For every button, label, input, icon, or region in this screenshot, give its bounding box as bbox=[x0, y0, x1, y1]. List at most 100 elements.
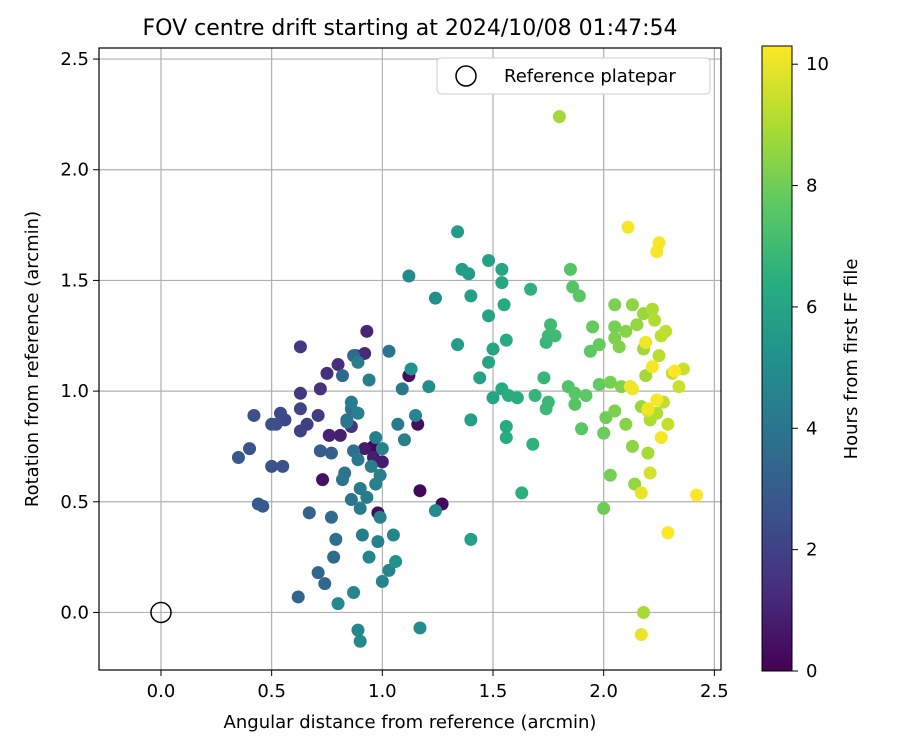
x-tick-label: 0.0 bbox=[147, 681, 176, 702]
data-point bbox=[375, 455, 389, 469]
data-point bbox=[608, 404, 622, 418]
data-point bbox=[568, 397, 582, 411]
colorbar-tick-label: 10 bbox=[806, 54, 829, 75]
data-point bbox=[515, 486, 529, 500]
data-point bbox=[265, 459, 279, 473]
data-point bbox=[358, 346, 372, 360]
colorbar-gradient bbox=[761, 45, 793, 672]
data-point bbox=[510, 391, 524, 405]
data-point bbox=[690, 488, 704, 502]
data-point bbox=[619, 417, 633, 431]
data-point bbox=[641, 446, 655, 460]
data-point bbox=[641, 402, 655, 416]
data-point bbox=[625, 382, 639, 396]
data-point bbox=[628, 477, 642, 491]
data-point bbox=[583, 344, 597, 358]
data-point bbox=[645, 360, 659, 374]
data-point bbox=[608, 320, 622, 334]
data-point bbox=[451, 338, 465, 352]
data-point bbox=[413, 621, 427, 635]
data-point bbox=[327, 550, 341, 564]
data-point bbox=[612, 340, 626, 354]
x-tick-label: 1.5 bbox=[479, 681, 508, 702]
data-point bbox=[395, 382, 409, 396]
data-point bbox=[293, 402, 307, 416]
data-point bbox=[353, 501, 367, 515]
data-point bbox=[256, 499, 270, 513]
data-point bbox=[497, 298, 511, 312]
data-point bbox=[333, 428, 347, 442]
data-point bbox=[293, 424, 307, 438]
data-point bbox=[592, 377, 606, 391]
data-point bbox=[526, 437, 540, 451]
data-point bbox=[650, 245, 664, 259]
colorbar-tick-label: 6 bbox=[806, 297, 817, 318]
data-point bbox=[347, 586, 361, 600]
data-point bbox=[603, 468, 617, 482]
data-point bbox=[563, 262, 577, 276]
data-point bbox=[568, 386, 582, 400]
data-point bbox=[592, 338, 606, 352]
data-point bbox=[428, 504, 442, 518]
data-point bbox=[358, 442, 372, 456]
data-point bbox=[375, 574, 389, 588]
data-point bbox=[643, 466, 657, 480]
y-tick-label: 1.5 bbox=[60, 270, 89, 291]
data-point bbox=[360, 324, 374, 338]
y-axis-ticks: 0.0 0.5 1.0 1.5 2.0 2.5 bbox=[60, 49, 99, 623]
data-point bbox=[464, 413, 478, 427]
data-point bbox=[482, 355, 496, 369]
colorbar: 0 2 4 6 8 10 Hours from first FF file bbox=[761, 45, 862, 682]
data-point bbox=[634, 628, 648, 642]
data-point bbox=[625, 439, 639, 453]
data-point bbox=[495, 262, 509, 276]
data-point bbox=[318, 577, 332, 591]
data-point bbox=[499, 333, 513, 347]
data-point bbox=[650, 393, 664, 407]
data-point bbox=[552, 110, 566, 124]
y-axis-label: Rotation from reference (arcmin) bbox=[22, 211, 43, 507]
data-point bbox=[486, 342, 500, 356]
data-point bbox=[247, 408, 261, 422]
data-point bbox=[428, 291, 442, 305]
data-point bbox=[397, 433, 411, 447]
data-point bbox=[362, 373, 376, 387]
data-point bbox=[402, 269, 416, 283]
data-point bbox=[586, 320, 600, 334]
data-point bbox=[539, 402, 553, 416]
data-point bbox=[362, 550, 376, 564]
colorbar-ticks: 0 2 4 6 8 10 bbox=[792, 54, 829, 682]
data-point bbox=[451, 225, 465, 239]
y-tick-label: 0.0 bbox=[60, 602, 89, 623]
data-point bbox=[344, 493, 358, 507]
data-point bbox=[331, 358, 345, 372]
data-point bbox=[462, 267, 476, 281]
legend-label: Reference platepar bbox=[504, 66, 676, 87]
data-point bbox=[382, 563, 396, 577]
grid-lines bbox=[99, 48, 721, 670]
data-point bbox=[619, 324, 633, 338]
data-point bbox=[422, 380, 436, 394]
legend-reference-icon bbox=[455, 65, 477, 87]
data-point bbox=[302, 506, 316, 520]
data-point bbox=[572, 289, 586, 303]
data-point bbox=[386, 528, 400, 542]
chart-title: FOV centre drift starting at 2024/10/08 … bbox=[143, 16, 678, 41]
data-point bbox=[648, 313, 662, 327]
data-point bbox=[486, 391, 500, 405]
data-point bbox=[621, 220, 635, 234]
data-point bbox=[243, 442, 257, 456]
data-point bbox=[322, 428, 336, 442]
plot-frame bbox=[98, 47, 722, 671]
reference-marker-group bbox=[150, 601, 172, 624]
data-point bbox=[335, 369, 349, 383]
data-point bbox=[668, 364, 682, 378]
data-point bbox=[320, 366, 334, 380]
data-point bbox=[353, 481, 367, 495]
data-point bbox=[375, 442, 389, 456]
data-point bbox=[353, 634, 367, 648]
data-point bbox=[597, 501, 611, 515]
data-point bbox=[404, 362, 418, 376]
reference-platepar-marker bbox=[150, 601, 172, 624]
data-point bbox=[645, 302, 659, 316]
